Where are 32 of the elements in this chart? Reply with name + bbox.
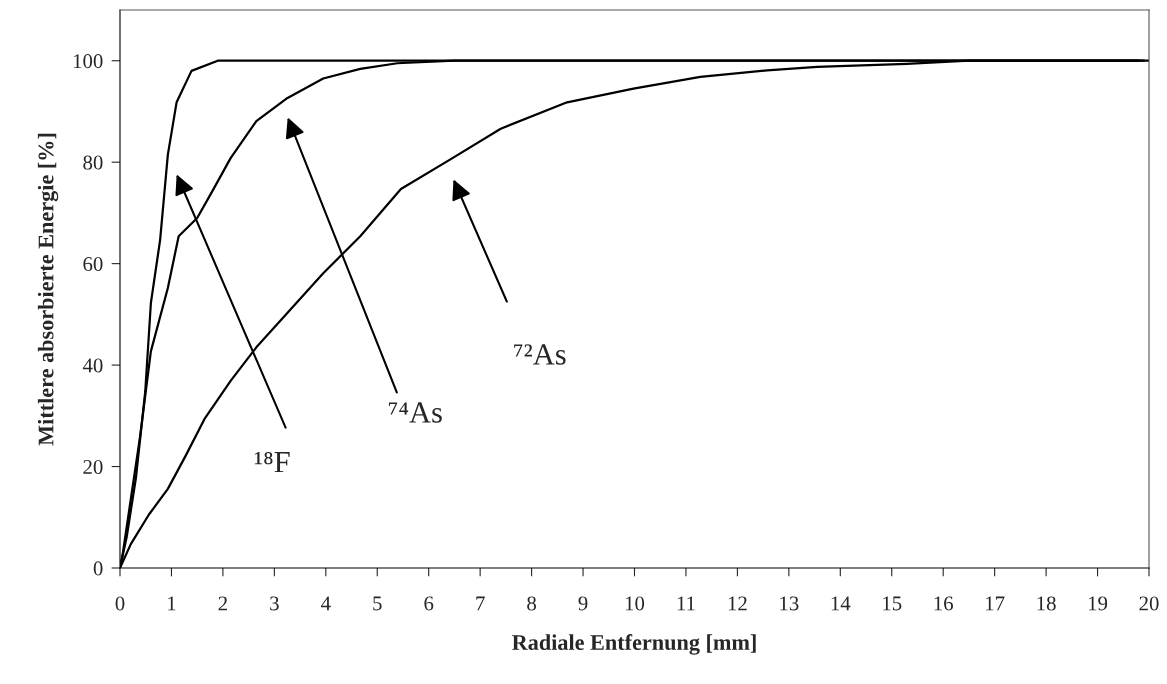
x-tick-label: 19 <box>1088 596 1108 611</box>
x-tick-label: 0 <box>115 596 125 611</box>
x-tick-label: 18 <box>1037 596 1056 611</box>
y-tick-label: 80 <box>83 155 103 170</box>
x-tick-label: 7 <box>476 596 485 611</box>
y-tick-label: 40 <box>82 358 103 373</box>
y-tick-label: 60 <box>83 257 103 272</box>
x-tick-label: 17 <box>986 596 1005 611</box>
x-tick-label: 16 <box>934 596 953 611</box>
x-tick-label: 15 <box>883 596 902 611</box>
x-tick-label: 13 <box>780 596 799 611</box>
annotation: ⁷²As <box>514 344 566 365</box>
x-tick-label: 5 <box>373 596 382 611</box>
annotation: ¹⁸F <box>254 451 290 473</box>
x-tick-label: 11 <box>677 596 695 611</box>
x-tick-label: 2 <box>218 596 227 611</box>
x-tick-label: 1 <box>168 596 176 611</box>
x-tick-label: 10 <box>625 596 645 611</box>
y-tick-label: 0 <box>93 561 103 576</box>
x-tick-label: 6 <box>424 596 434 611</box>
y-tick-label: 20 <box>83 459 103 474</box>
x-tick-label: 14 <box>831 596 851 611</box>
annotation: ⁷⁴As <box>388 402 442 423</box>
x-tick-label: 20 <box>1139 596 1159 611</box>
x-tick-label: 8 <box>527 596 537 611</box>
y-axis-title: Mittlere absorbierte Energie [%] <box>37 133 59 446</box>
x-tick-label: 4 <box>321 596 331 611</box>
x-tick-label: 9 <box>578 596 588 611</box>
y-tick-label: 100 <box>73 54 103 69</box>
x-tick-label: 12 <box>728 596 747 611</box>
x-axis-title: Radiale Entfernung [mm] <box>512 634 756 655</box>
x-tick-label: 3 <box>270 596 279 611</box>
